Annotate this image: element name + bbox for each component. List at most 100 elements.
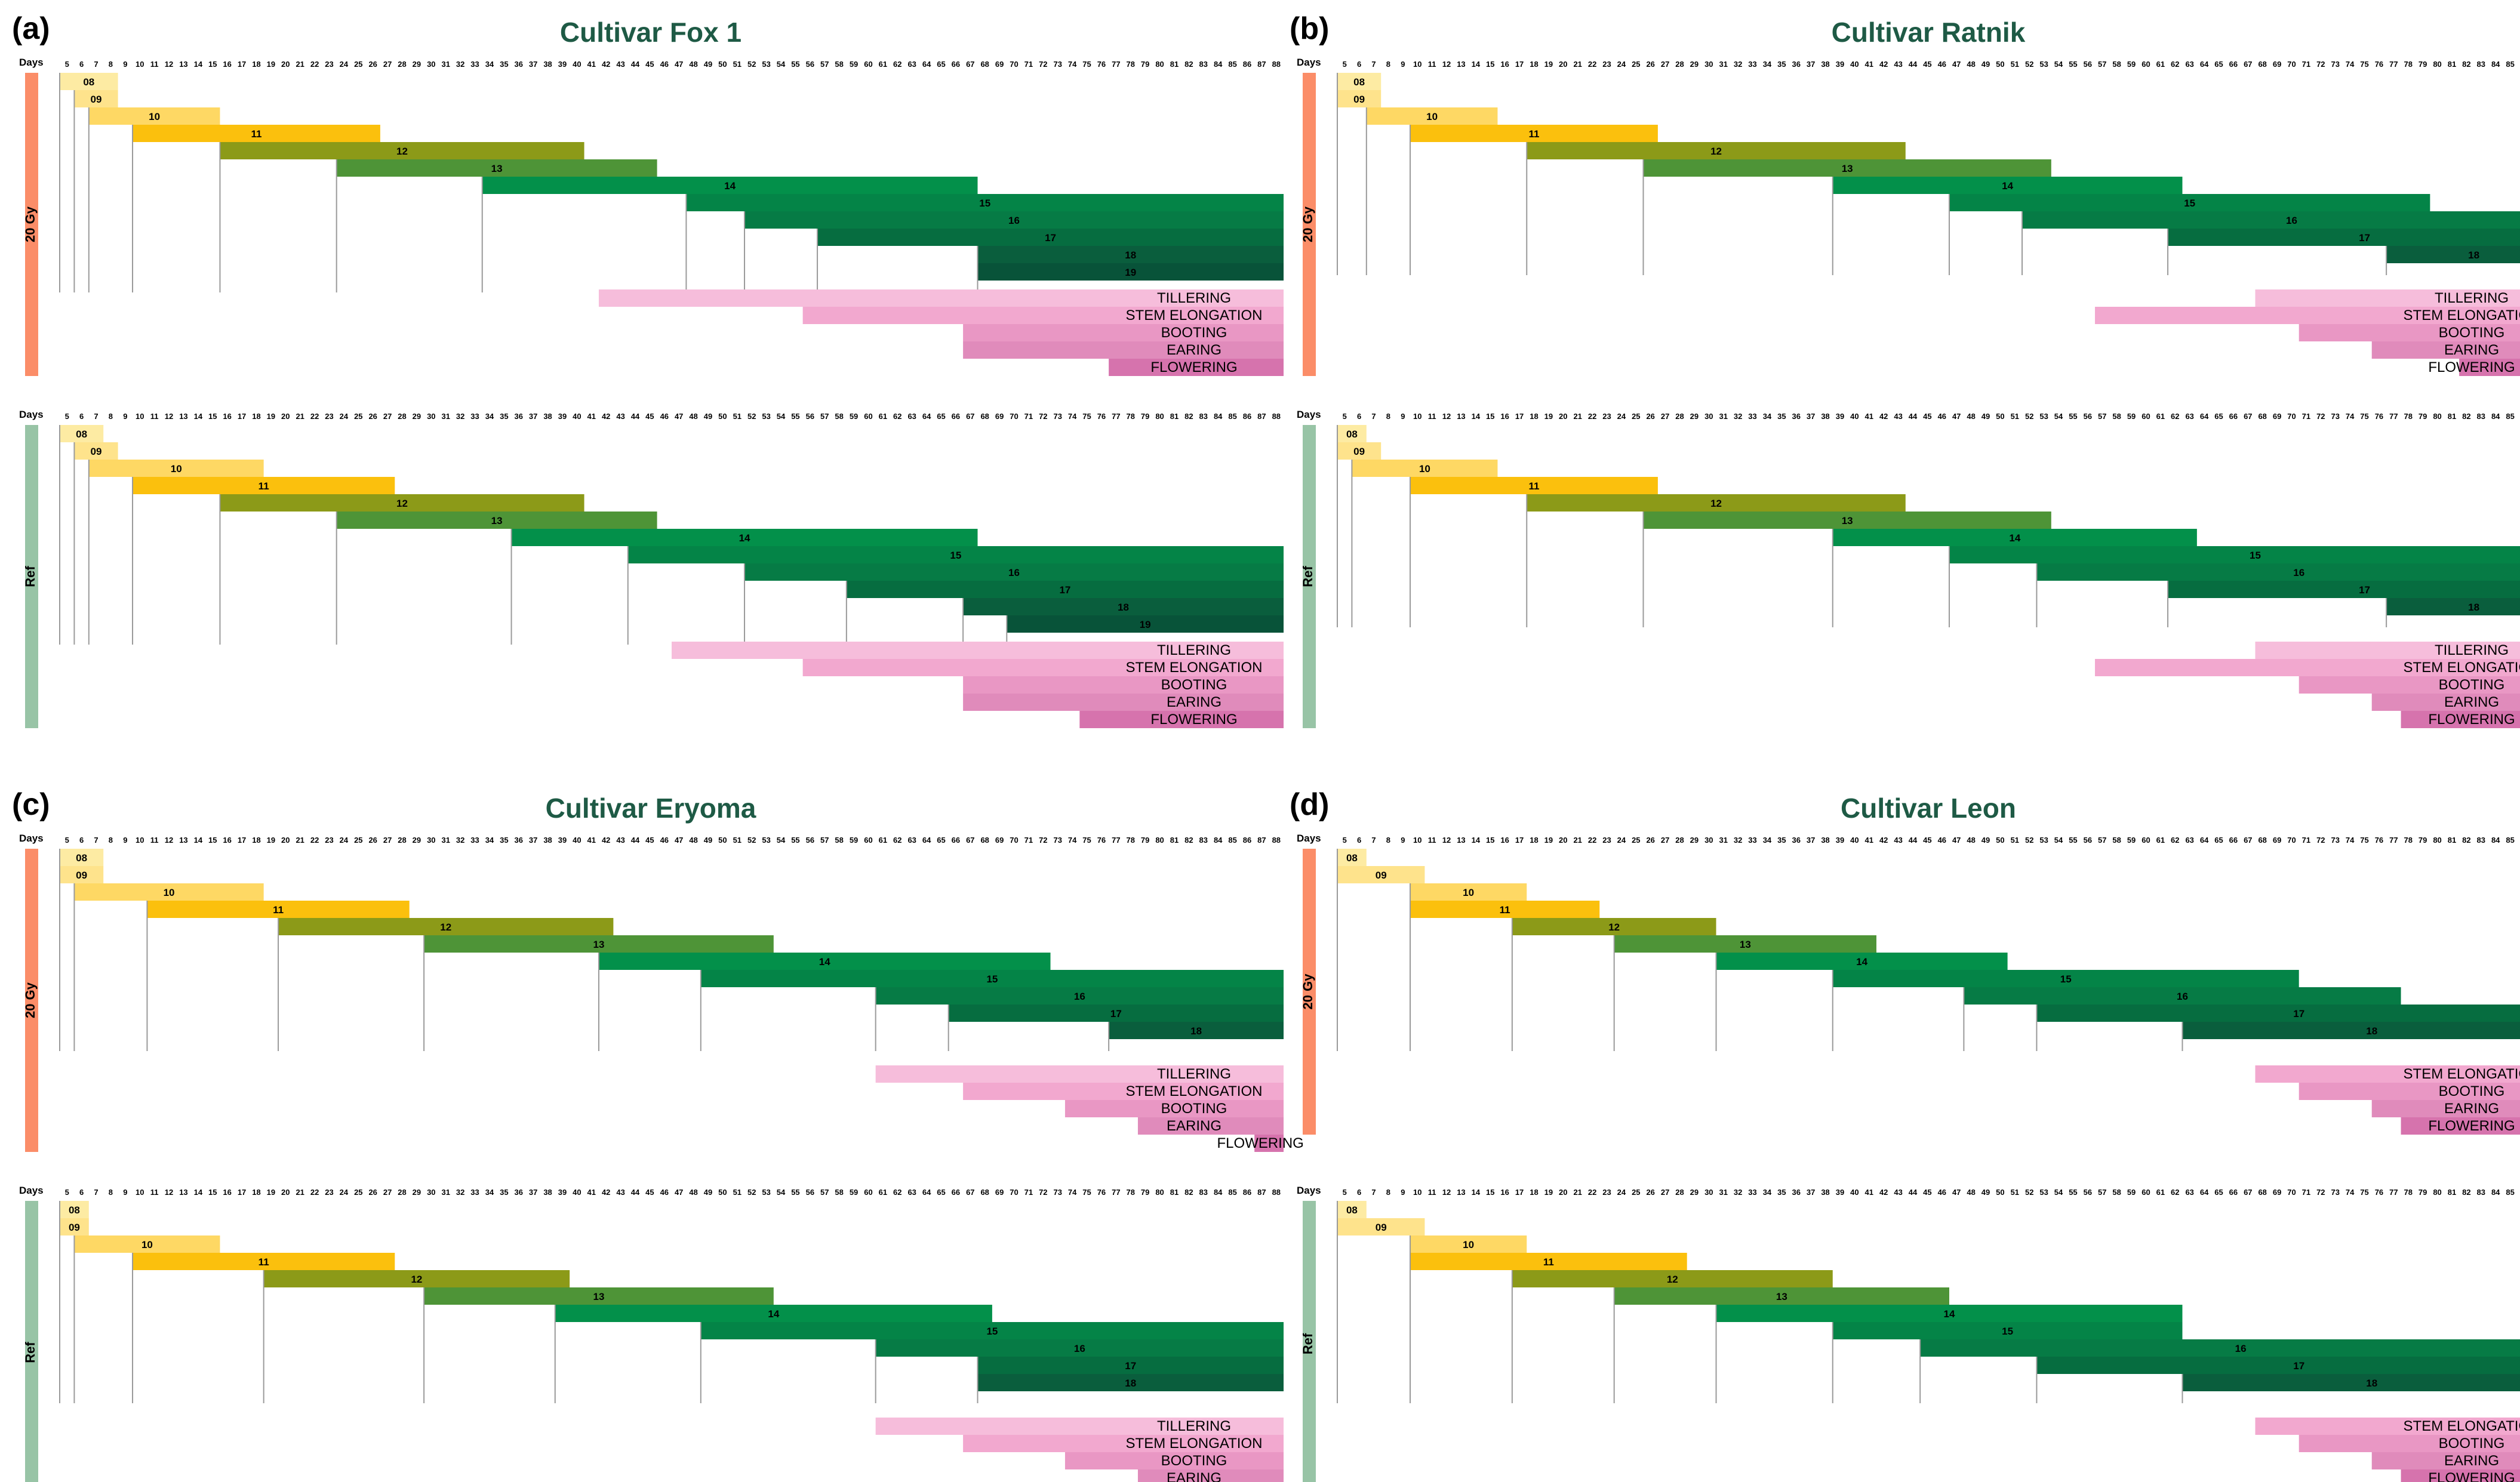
day-tick: 71 [2302, 412, 2310, 421]
day-tick: 12 [165, 60, 173, 69]
day-tick: 39 [558, 836, 567, 845]
day-tick: 81 [1170, 836, 1179, 845]
stage-label: 18 [2468, 249, 2479, 261]
day-tick: 54 [2054, 836, 2063, 845]
day-tick: 65 [937, 412, 945, 421]
day-tick: 54 [777, 1188, 786, 1197]
stage-label: 14 [2002, 180, 2013, 192]
development-label: STEM ELONGATION [1126, 1435, 1263, 1452]
day-tick: 78 [1127, 1188, 1135, 1197]
stage-bar [598, 953, 1051, 970]
day-tick: 51 [2011, 1188, 2019, 1197]
stage-label: 12 [396, 146, 408, 157]
day-tick: 55 [2069, 60, 2077, 69]
day-tick: 75 [1082, 1188, 1091, 1197]
day-tick: 23 [1602, 1188, 1611, 1197]
day-tick: 6 [79, 60, 84, 69]
stage-bar [2036, 1357, 2520, 1374]
day-tick: 13 [1457, 836, 1465, 845]
day-tick: 58 [2112, 412, 2121, 421]
stage-bar [1527, 494, 1906, 512]
development-bar [1079, 711, 1284, 728]
stage-label: 09 [1376, 870, 1387, 881]
day-tick: 29 [413, 836, 421, 845]
day-tick: 86 [1243, 412, 1251, 421]
day-tick: 50 [1996, 60, 2004, 69]
day-tick: 77 [2389, 412, 2398, 421]
development-bar [963, 1435, 1284, 1452]
day-tick: 46 [660, 1188, 669, 1197]
day-tick: 40 [573, 412, 581, 421]
day-tick: 46 [660, 60, 669, 69]
day-tick: 38 [1821, 412, 1829, 421]
day-tick: 9 [1401, 412, 1405, 421]
day-tick: 24 [1617, 1188, 1626, 1197]
stage-label: 18 [1190, 1025, 1202, 1037]
day-tick: 19 [1544, 1188, 1553, 1197]
day-tick: 45 [1923, 836, 1931, 845]
stage-bar [2168, 581, 2520, 598]
day-tick: 17 [1515, 412, 1524, 421]
stage-label: 09 [91, 94, 102, 105]
day-tick: 26 [368, 412, 377, 421]
development-bar [1137, 1469, 1284, 1482]
day-tick: 52 [2025, 412, 2033, 421]
day-tick: 19 [267, 1188, 275, 1197]
day-tick: 19 [267, 412, 275, 421]
day-tick: 42 [602, 412, 610, 421]
development-label: FLOWERING [2428, 359, 2515, 375]
stage-bar [482, 177, 978, 194]
day-tick: 29 [1690, 1188, 1699, 1197]
day-tick: 39 [558, 1188, 567, 1197]
day-tick: 60 [2141, 60, 2150, 69]
day-tick: 11 [1428, 836, 1436, 845]
day-tick: 71 [2302, 836, 2310, 845]
day-tick: 42 [602, 836, 610, 845]
day-tick: 65 [2214, 836, 2223, 845]
day-tick: 37 [1807, 1188, 1815, 1197]
stage-bar [1716, 953, 2008, 970]
day-tick: 74 [1068, 1188, 1077, 1197]
day-tick: 58 [2112, 60, 2121, 69]
development-label: EARING [2444, 342, 2499, 358]
day-tick: 24 [340, 412, 349, 421]
day-tick: 40 [1850, 1188, 1859, 1197]
days-label: Days [19, 409, 44, 420]
stage-label: 15 [950, 550, 961, 561]
stage-bar [1512, 1270, 1833, 1287]
day-tick: 35 [500, 60, 508, 69]
day-tick: 26 [1646, 412, 1654, 421]
day-tick: 54 [777, 836, 786, 845]
day-tick: 88 [1272, 412, 1281, 421]
day-tick: 62 [893, 60, 901, 69]
day-tick: 28 [398, 1188, 406, 1197]
day-tick: 72 [1039, 1188, 1047, 1197]
day-tick: 57 [820, 836, 829, 845]
stage-label: 18 [1125, 249, 1136, 261]
day-tick: 17 [1515, 60, 1524, 69]
day-tick: 80 [1155, 60, 1164, 69]
day-tick: 38 [1821, 60, 1829, 69]
day-tick: 26 [1646, 1188, 1654, 1197]
day-tick: 15 [208, 412, 217, 421]
day-tick: 41 [1865, 836, 1873, 845]
development-label: BOOTING [2439, 677, 2505, 693]
stage-bar [2386, 246, 2520, 263]
day-tick: 58 [835, 836, 843, 845]
day-tick: 5 [1343, 1188, 1347, 1197]
day-tick: 69 [995, 836, 1004, 845]
day-tick: 33 [1748, 412, 1756, 421]
stage-label: 12 [1710, 146, 1722, 157]
day-tick: 10 [136, 412, 144, 421]
day-tick: 29 [1690, 412, 1699, 421]
day-tick: 18 [1530, 1188, 1538, 1197]
day-tick: 28 [1675, 60, 1684, 69]
stage-bar [1366, 107, 1498, 125]
stage-label: 17 [2293, 1008, 2304, 1019]
stage-bar [2182, 1374, 2520, 1391]
development-bar [963, 676, 1284, 694]
day-tick: 84 [2491, 60, 2500, 69]
day-tick: 11 [150, 60, 159, 69]
stage-label: 10 [1463, 1239, 1474, 1250]
day-tick: 40 [573, 60, 581, 69]
